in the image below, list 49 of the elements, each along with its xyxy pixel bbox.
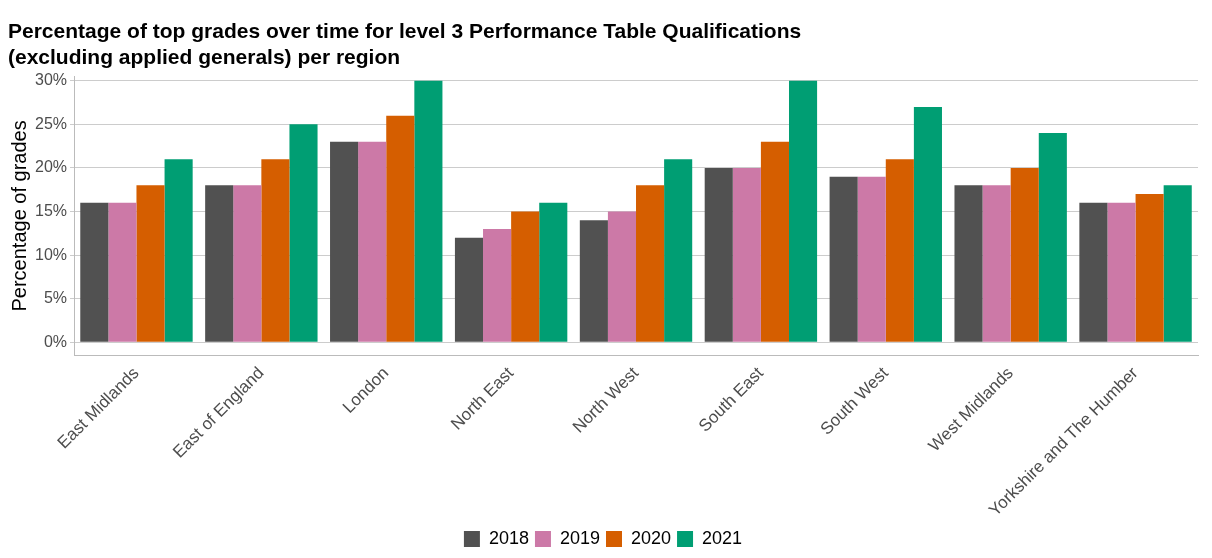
bar — [857, 176, 886, 342]
y-tick-label: 5% — [43, 289, 68, 307]
bar — [483, 228, 512, 342]
bar — [1163, 185, 1192, 342]
legend-label: 2019 — [559, 527, 600, 548]
bar — [982, 185, 1011, 342]
bar — [607, 211, 637, 342]
bar — [414, 80, 443, 342]
y-tick-label: 25% — [34, 114, 68, 132]
bar — [829, 176, 858, 342]
bar — [289, 124, 318, 342]
y-tick-label: 10% — [34, 245, 68, 263]
bar — [1135, 194, 1164, 342]
bar — [704, 167, 733, 342]
bar — [454, 237, 484, 342]
bar — [108, 202, 137, 342]
bar — [579, 220, 608, 342]
legend-label: 2020 — [631, 527, 672, 548]
bar — [136, 185, 165, 342]
bar — [164, 159, 193, 342]
bar — [664, 159, 693, 342]
bar — [1038, 133, 1067, 342]
y-tick-label: 20% — [34, 158, 68, 176]
bar — [636, 185, 665, 342]
bar — [789, 80, 818, 342]
bar — [358, 141, 387, 342]
y-tick-label: 15% — [34, 201, 68, 219]
bar — [511, 211, 540, 342]
bar — [732, 167, 761, 342]
bar — [885, 159, 914, 342]
bar — [330, 141, 359, 342]
legend-label: 2021 — [702, 527, 743, 548]
bar — [913, 106, 942, 342]
bar — [205, 185, 234, 342]
bar — [233, 185, 262, 342]
y-tick-label: 0% — [43, 332, 68, 350]
bar — [1107, 202, 1136, 342]
y-axis-title: Percentage of grades — [7, 120, 30, 312]
bar — [539, 202, 568, 342]
chart-title: Percentage of top grades over time for level 3 Performance Table Qualifications (excluding applied generals) per region — [8, 19, 802, 68]
bar — [261, 159, 290, 342]
bar — [1079, 202, 1108, 342]
bar — [760, 141, 789, 342]
y-tick-label: 30% — [34, 71, 68, 89]
bar — [1010, 167, 1039, 342]
legend-label: 2018 — [488, 527, 529, 548]
bar — [80, 202, 109, 342]
bar — [954, 185, 983, 342]
bar — [386, 115, 415, 342]
